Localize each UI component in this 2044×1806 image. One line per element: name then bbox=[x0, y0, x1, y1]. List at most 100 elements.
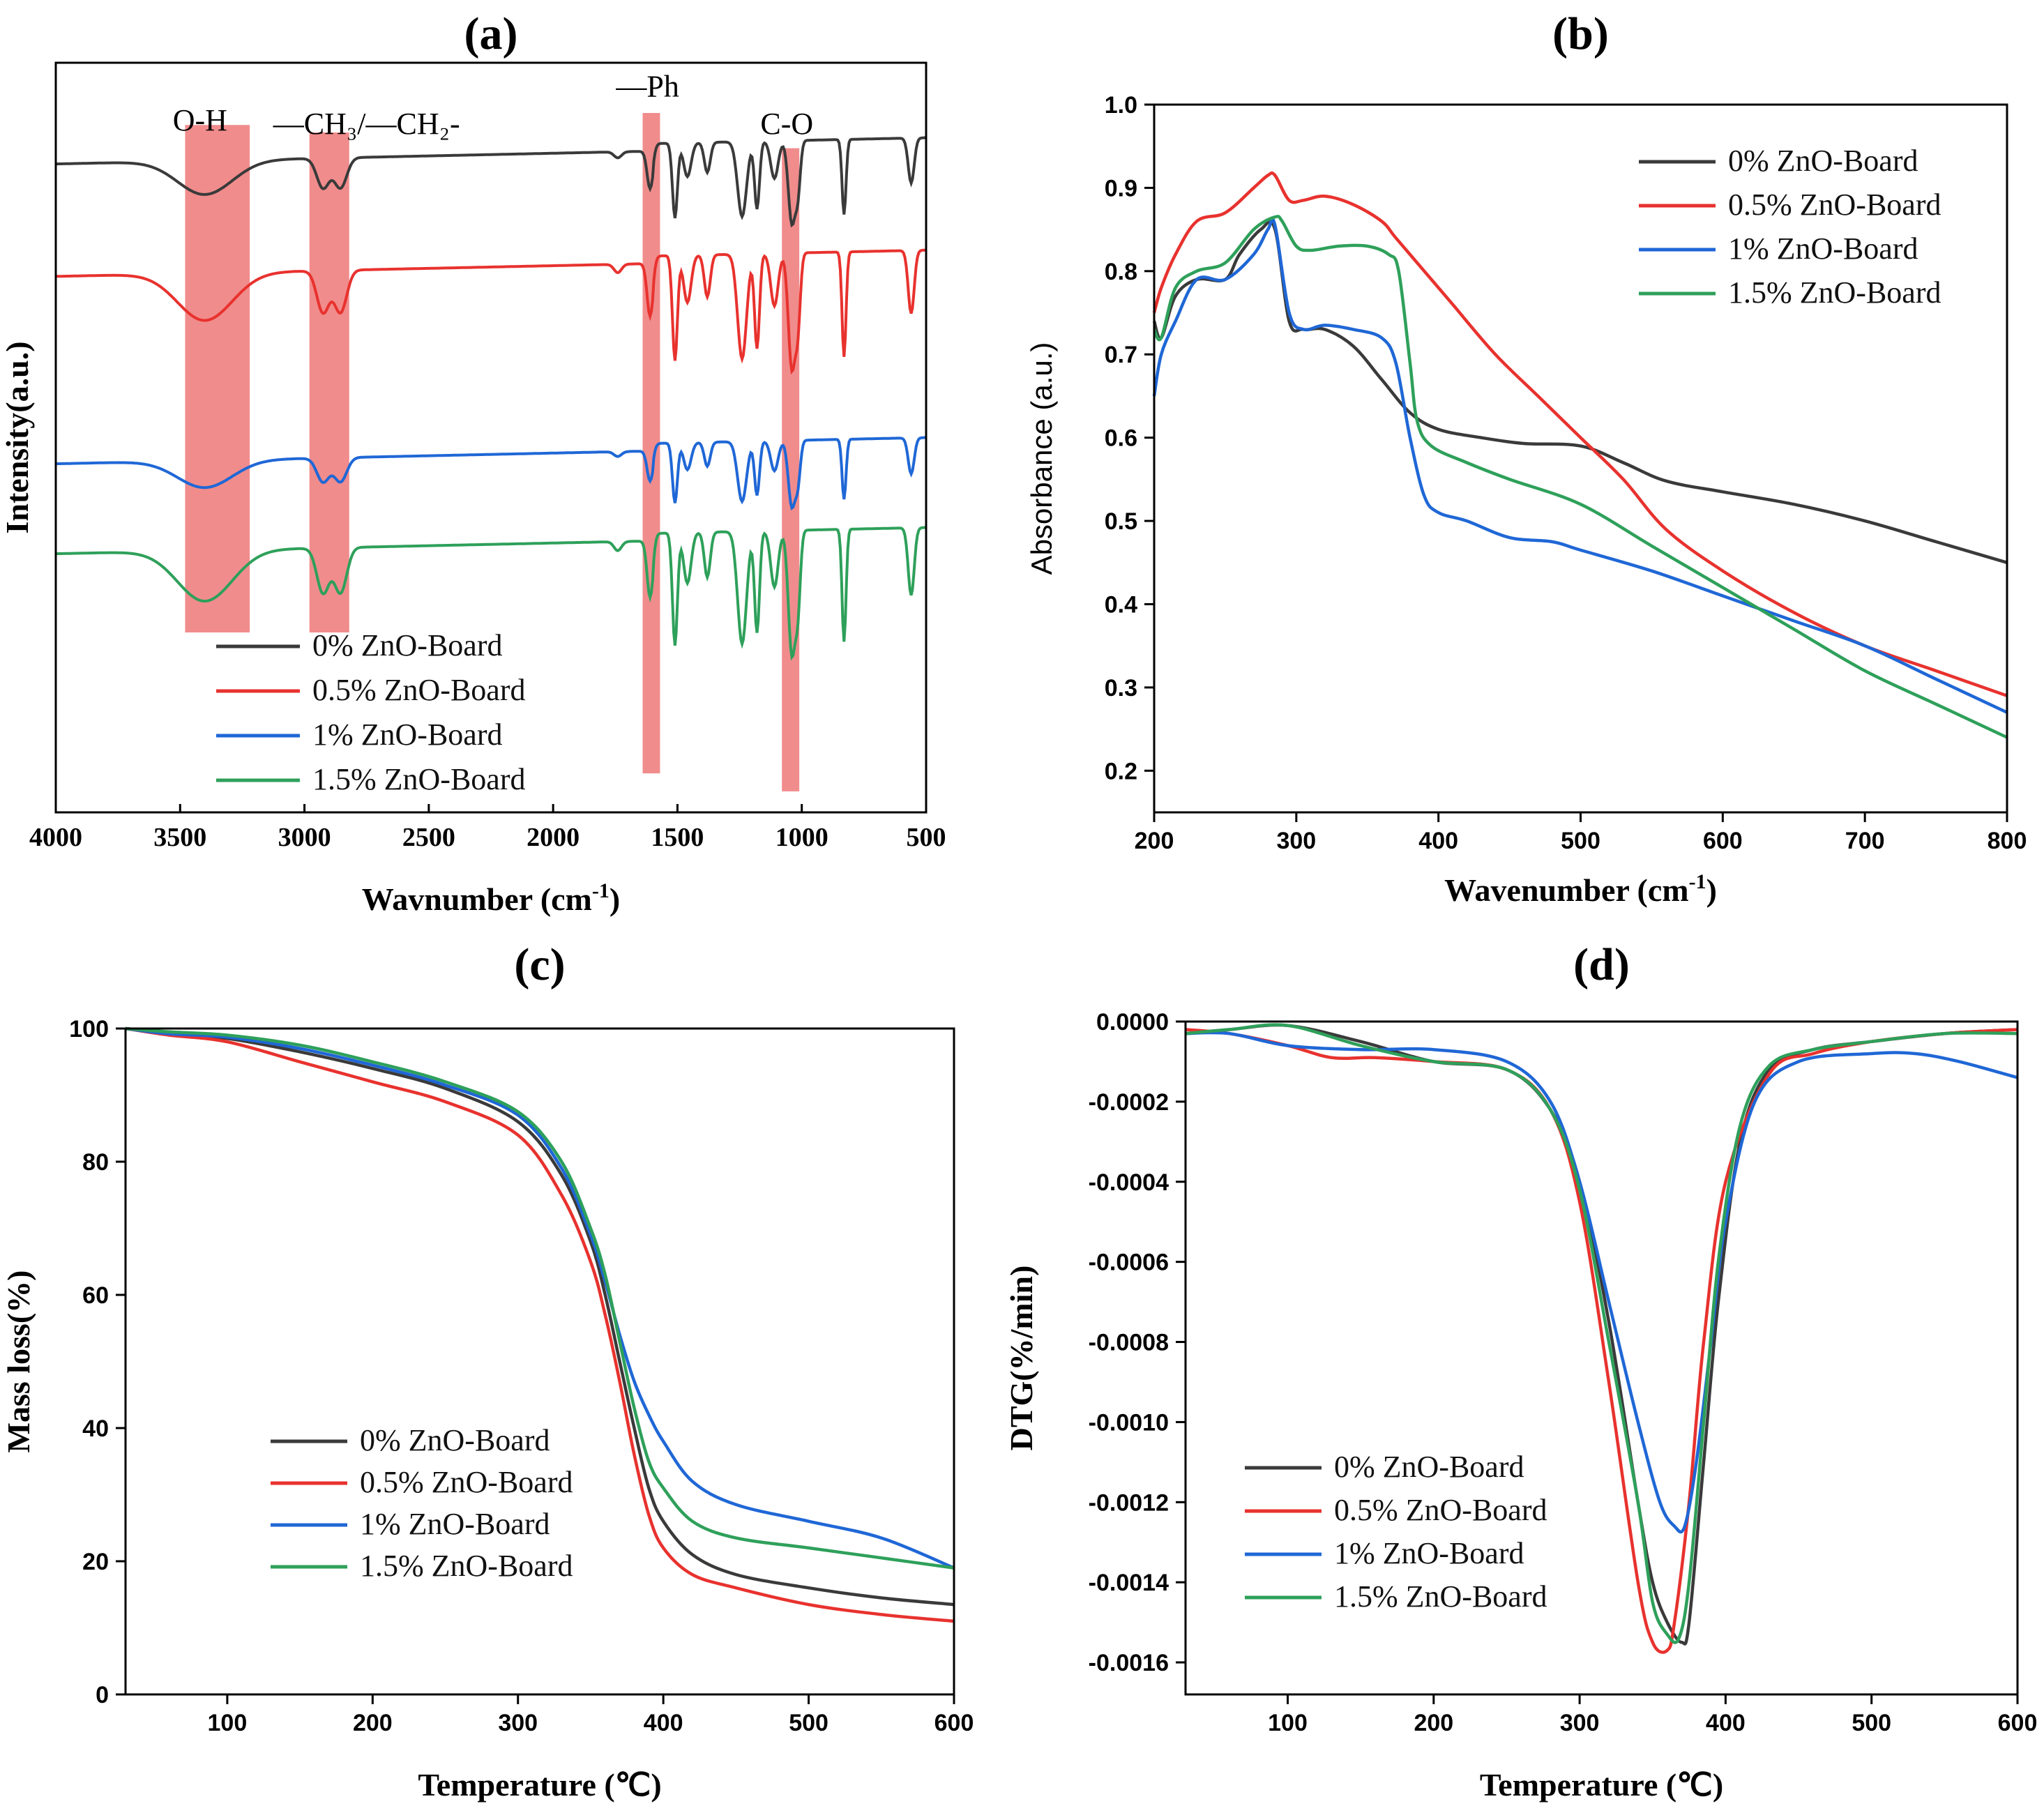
x-tick-b-2: 400 bbox=[1418, 828, 1458, 854]
series-line-b-0 bbox=[1152, 220, 2008, 564]
legend-label-a-0: 0% ZnO-Board bbox=[312, 628, 503, 662]
legend-label-b-3: 1.5% ZnO-Board bbox=[1728, 275, 1941, 310]
legend-label-c-1: 0.5% ZnO-Board bbox=[360, 1465, 573, 1499]
series-line-a-0 bbox=[56, 136, 926, 228]
y-tick-d-7: -0.0014 bbox=[1089, 1570, 1169, 1596]
y-tick-b-8: 1.0 bbox=[1105, 92, 1137, 119]
series-line-a-3 bbox=[56, 526, 926, 661]
y-tick-b-0: 0.2 bbox=[1105, 758, 1137, 784]
plot-frame-d bbox=[1184, 1020, 2019, 1696]
x-tick-b-1: 300 bbox=[1276, 828, 1316, 854]
series-line-d-1 bbox=[1185, 1028, 2018, 1654]
y-axis-title-d: DTG(%/min) bbox=[1004, 1266, 1039, 1451]
series-line-c-1 bbox=[125, 1026, 955, 1623]
annotation-a-2: —Ph bbox=[615, 69, 679, 103]
x-tick-d-2: 300 bbox=[1560, 1710, 1600, 1736]
x-tick-b-4: 600 bbox=[1703, 828, 1743, 854]
x-tick-c-4: 500 bbox=[789, 1710, 828, 1736]
x-tick-b-3: 500 bbox=[1561, 828, 1600, 854]
panel-label-d: (d) bbox=[1573, 939, 1630, 990]
y-tick-b-6: 0.8 bbox=[1105, 259, 1137, 285]
legend-label-d-1: 0.5% ZnO-Board bbox=[1334, 1493, 1547, 1527]
legend-label-c-3: 1.5% ZnO-Board bbox=[360, 1549, 573, 1583]
plot-frame-c bbox=[124, 1027, 955, 1696]
legend-label-b-2: 1% ZnO-Board bbox=[1728, 232, 1918, 266]
legend-label-a-1: 0.5% ZnO-Board bbox=[312, 673, 526, 707]
x-tick-c-3: 400 bbox=[644, 1710, 683, 1736]
x-tick-b-0: 200 bbox=[1135, 828, 1174, 854]
annotation-a-1: —CH₃/—CH₂- bbox=[273, 107, 460, 141]
legend-label-a-2: 1% ZnO-Board bbox=[312, 718, 503, 752]
x-tick-d-0: 100 bbox=[1268, 1710, 1308, 1736]
x-tick-d-4: 500 bbox=[1852, 1710, 1891, 1736]
x-tick-a-6: 1000 bbox=[775, 823, 828, 852]
y-tick-c-0: 0 bbox=[96, 1682, 109, 1708]
y-tick-c-4: 80 bbox=[82, 1149, 109, 1176]
band-3 bbox=[782, 148, 800, 791]
x-axis-title-a: Wavnumber (cm-1) bbox=[362, 879, 620, 917]
series-line-b-3 bbox=[1152, 215, 2008, 739]
series-line-b-2 bbox=[1152, 218, 2008, 714]
series-line-c-2 bbox=[125, 1026, 955, 1570]
y-tick-d-0: 0.0000 bbox=[1096, 1009, 1169, 1035]
y-tick-d-2: -0.0004 bbox=[1089, 1169, 1169, 1196]
y-axis-title-c: Mass loss(%) bbox=[1, 1270, 36, 1453]
band-0 bbox=[185, 125, 250, 633]
y-tick-c-5: 100 bbox=[69, 1016, 109, 1042]
annotation-a-0: O-H bbox=[173, 103, 227, 137]
legend-label-d-3: 1.5% ZnO-Board bbox=[1334, 1579, 1547, 1614]
y-tick-c-2: 40 bbox=[82, 1416, 109, 1442]
series-line-a-2 bbox=[56, 436, 926, 510]
y-tick-b-3: 0.5 bbox=[1105, 508, 1137, 535]
series-line-a-1 bbox=[55, 248, 926, 375]
x-tick-c-0: 100 bbox=[208, 1710, 248, 1736]
legend-label-b-1: 0.5% ZnO-Board bbox=[1728, 188, 1941, 222]
x-tick-a-7: 500 bbox=[907, 823, 946, 852]
y-tick-d-4: -0.0008 bbox=[1089, 1330, 1169, 1356]
band-1 bbox=[309, 132, 349, 633]
y-tick-d-8: -0.0016 bbox=[1089, 1650, 1169, 1676]
x-tick-c-5: 600 bbox=[934, 1710, 974, 1736]
y-tick-d-3: -0.0006 bbox=[1089, 1250, 1169, 1276]
legend-label-d-2: 1% ZnO-Board bbox=[1334, 1536, 1524, 1570]
band-2 bbox=[642, 113, 660, 774]
x-tick-d-5: 600 bbox=[1998, 1710, 2038, 1736]
x-tick-a-2: 3000 bbox=[278, 823, 331, 852]
legend-label-c-0: 0% ZnO-Board bbox=[360, 1423, 550, 1457]
x-tick-a-4: 2000 bbox=[527, 823, 580, 852]
legend-label-a-3: 1.5% ZnO-Board bbox=[312, 762, 526, 796]
y-tick-d-5: -0.0010 bbox=[1089, 1409, 1169, 1436]
legend-label-b-0: 0% ZnO-Board bbox=[1728, 144, 1918, 178]
x-tick-a-1: 3500 bbox=[153, 823, 206, 852]
x-tick-c-1: 200 bbox=[353, 1710, 393, 1736]
y-tick-b-4: 0.6 bbox=[1105, 425, 1137, 452]
annotation-a-3: C-O bbox=[760, 107, 813, 141]
series-line-b-1 bbox=[1152, 171, 2008, 697]
legend-label-c-2: 1% ZnO-Board bbox=[360, 1507, 550, 1541]
panel-label-a: (a) bbox=[464, 8, 518, 59]
x-axis-title-d: Temperature (℃) bbox=[1480, 1767, 1723, 1803]
panel-label-c: (c) bbox=[514, 939, 565, 990]
series-line-c-0 bbox=[125, 1026, 955, 1607]
y-tick-c-1: 20 bbox=[82, 1549, 109, 1575]
x-tick-b-5: 700 bbox=[1845, 828, 1885, 854]
x-axis-title-b: Wavenumber (cm-1) bbox=[1444, 870, 1717, 908]
x-tick-a-5: 1500 bbox=[651, 823, 704, 852]
y-tick-c-3: 60 bbox=[82, 1282, 109, 1309]
x-tick-a-3: 2500 bbox=[402, 823, 455, 852]
y-tick-b-7: 0.9 bbox=[1105, 175, 1137, 202]
y-axis-title-b: Absorbance (a.u.) bbox=[1025, 342, 1058, 575]
series-line-d-2 bbox=[1185, 1031, 2018, 1534]
y-tick-d-6: -0.0012 bbox=[1089, 1489, 1169, 1516]
x-tick-d-3: 400 bbox=[1706, 1710, 1746, 1736]
x-tick-a-0: 4000 bbox=[29, 823, 82, 852]
plot-frame-a bbox=[54, 61, 928, 814]
x-tick-b-6: 800 bbox=[1988, 828, 2027, 854]
x-tick-c-2: 300 bbox=[498, 1710, 538, 1736]
y-tick-b-2: 0.4 bbox=[1105, 591, 1137, 618]
legend-label-d-0: 0% ZnO-Board bbox=[1334, 1450, 1524, 1484]
y-axis-title-a: Intensity(a.u.) bbox=[0, 341, 35, 533]
y-tick-b-5: 0.7 bbox=[1105, 342, 1137, 368]
y-tick-b-1: 0.3 bbox=[1105, 675, 1137, 701]
